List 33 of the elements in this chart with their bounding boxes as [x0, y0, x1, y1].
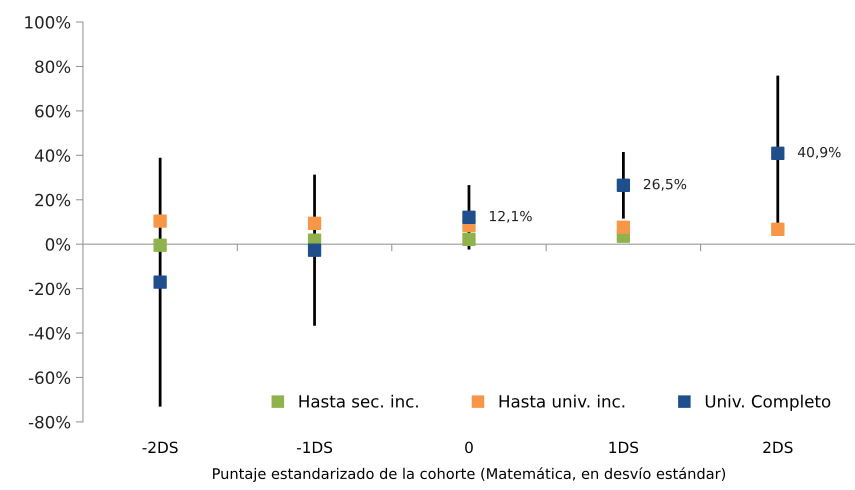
y-tick-label: 80%	[35, 60, 70, 74]
point	[771, 222, 784, 236]
y-tick-label: -20%	[28, 282, 70, 296]
point	[771, 146, 784, 160]
y-tick-label: 40%	[34, 149, 70, 162]
x-tick-label: -2DS	[142, 442, 178, 454]
x-tick-label: -1DS	[296, 442, 332, 454]
point	[462, 210, 476, 224]
point	[153, 238, 167, 252]
x-tick-label: 2DS	[763, 442, 793, 454]
point	[616, 178, 630, 192]
x-tick-label: 1DS	[609, 442, 638, 454]
y-tick-label: 60%	[35, 104, 70, 118]
data-label: 40,9%	[798, 146, 841, 159]
point	[308, 244, 322, 257]
point	[616, 220, 630, 234]
y-tick-label: 0%	[46, 238, 70, 251]
legend-label: Hasta univ. inc.	[500, 394, 624, 408]
legend-label: Hasta sec. inc.	[299, 394, 418, 408]
y-tick-label: 20%	[35, 194, 70, 206]
point	[308, 216, 322, 230]
point	[153, 214, 167, 228]
y-tick-label: -60%	[28, 371, 70, 384]
y-tick-label: -40%	[28, 327, 70, 340]
data-label: 12,1%	[490, 210, 532, 223]
data-label: 26,5%	[644, 178, 686, 191]
y-tick-label: 100%	[25, 16, 70, 29]
legend-label: Univ. Completo	[706, 394, 830, 411]
x-axis-title: Puntaje estandarizado de la cohorte (Matemática, en desvío estándar)	[213, 467, 726, 482]
y-tick-label: -80%	[28, 416, 70, 428]
point	[153, 276, 167, 289]
point	[462, 232, 476, 246]
x-tick-label: 0	[465, 442, 473, 454]
